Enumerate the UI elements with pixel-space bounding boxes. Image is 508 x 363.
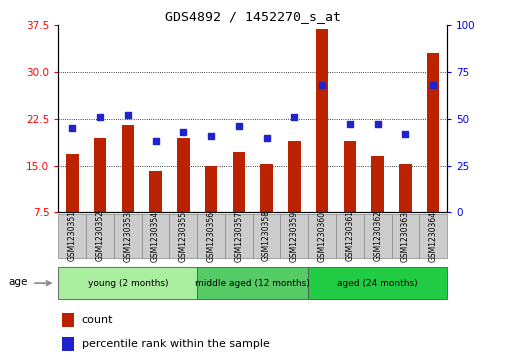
- Text: middle aged (12 months): middle aged (12 months): [196, 279, 310, 287]
- Text: GSM1230356: GSM1230356: [207, 211, 215, 261]
- Bar: [142, 214, 170, 258]
- Text: GSM1230363: GSM1230363: [401, 211, 410, 261]
- Bar: [280, 214, 308, 258]
- Point: [318, 82, 326, 88]
- Bar: [62, 337, 74, 351]
- Bar: [197, 267, 308, 299]
- Point: [263, 135, 271, 140]
- Bar: [170, 214, 197, 258]
- Point: [96, 114, 104, 120]
- Point: [401, 131, 409, 137]
- Point: [179, 129, 187, 135]
- Bar: [197, 214, 225, 258]
- Point: [68, 125, 76, 131]
- Text: GSM1230357: GSM1230357: [234, 211, 243, 261]
- Bar: [288, 141, 301, 212]
- Point: [290, 114, 298, 120]
- Bar: [253, 214, 280, 258]
- Text: GSM1230355: GSM1230355: [179, 211, 188, 261]
- Point: [151, 138, 160, 144]
- Bar: [427, 53, 439, 212]
- Bar: [233, 152, 245, 212]
- Bar: [62, 313, 74, 327]
- Bar: [364, 214, 392, 258]
- Point: [429, 82, 437, 88]
- Point: [235, 123, 243, 129]
- Point: [373, 122, 382, 127]
- Bar: [371, 156, 384, 212]
- Bar: [205, 166, 217, 212]
- Bar: [419, 214, 447, 258]
- Bar: [308, 214, 336, 258]
- Bar: [225, 214, 253, 258]
- Text: GSM1230351: GSM1230351: [68, 211, 77, 261]
- Text: GSM1230353: GSM1230353: [123, 211, 132, 261]
- Text: GSM1230364: GSM1230364: [429, 211, 438, 261]
- Text: count: count: [82, 315, 113, 325]
- Text: GSM1230352: GSM1230352: [96, 211, 105, 261]
- Bar: [392, 214, 419, 258]
- Bar: [308, 267, 447, 299]
- Bar: [86, 214, 114, 258]
- Bar: [177, 138, 189, 212]
- Bar: [58, 267, 197, 299]
- Bar: [316, 29, 328, 212]
- Text: GSM1230362: GSM1230362: [373, 211, 382, 261]
- Text: GSM1230359: GSM1230359: [290, 211, 299, 261]
- Bar: [114, 214, 142, 258]
- Point: [346, 122, 354, 127]
- Bar: [336, 214, 364, 258]
- Title: GDS4892 / 1452270_s_at: GDS4892 / 1452270_s_at: [165, 10, 341, 23]
- Text: young (2 months): young (2 months): [87, 279, 168, 287]
- Point: [207, 133, 215, 139]
- Bar: [399, 164, 411, 212]
- Text: aged (24 months): aged (24 months): [337, 279, 418, 287]
- Point: [124, 112, 132, 118]
- Bar: [94, 138, 106, 212]
- Bar: [343, 141, 356, 212]
- Text: percentile rank within the sample: percentile rank within the sample: [82, 339, 270, 349]
- Bar: [149, 171, 162, 212]
- Bar: [261, 164, 273, 212]
- Bar: [121, 125, 134, 212]
- Bar: [58, 214, 86, 258]
- Text: GSM1230360: GSM1230360: [318, 211, 327, 261]
- Text: age: age: [9, 277, 28, 286]
- Bar: [66, 154, 79, 212]
- Text: GSM1230354: GSM1230354: [151, 211, 160, 261]
- Text: GSM1230358: GSM1230358: [262, 211, 271, 261]
- Text: GSM1230361: GSM1230361: [345, 211, 355, 261]
